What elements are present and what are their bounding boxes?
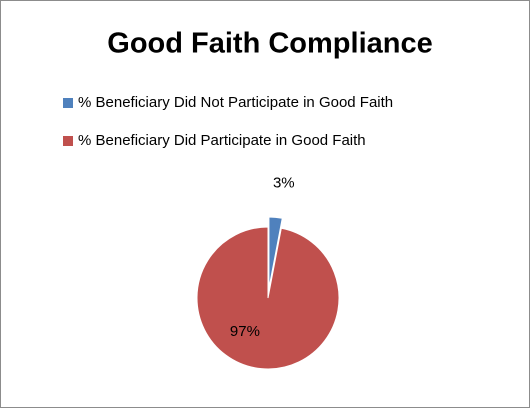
- chart-title: Good Faith Compliance: [107, 28, 432, 60]
- value-label: 97%: [230, 323, 260, 340]
- legend-label: % Beneficiary Did Not Participate in Goo…: [78, 94, 393, 111]
- value-label: 3%: [273, 174, 295, 191]
- legend-marker: [63, 98, 73, 108]
- pie-slice: [268, 216, 283, 289]
- legend-label: % Beneficiary Did Participate in Good Fa…: [78, 132, 366, 149]
- pie-slice: [196, 226, 340, 370]
- legend-marker: [63, 136, 73, 146]
